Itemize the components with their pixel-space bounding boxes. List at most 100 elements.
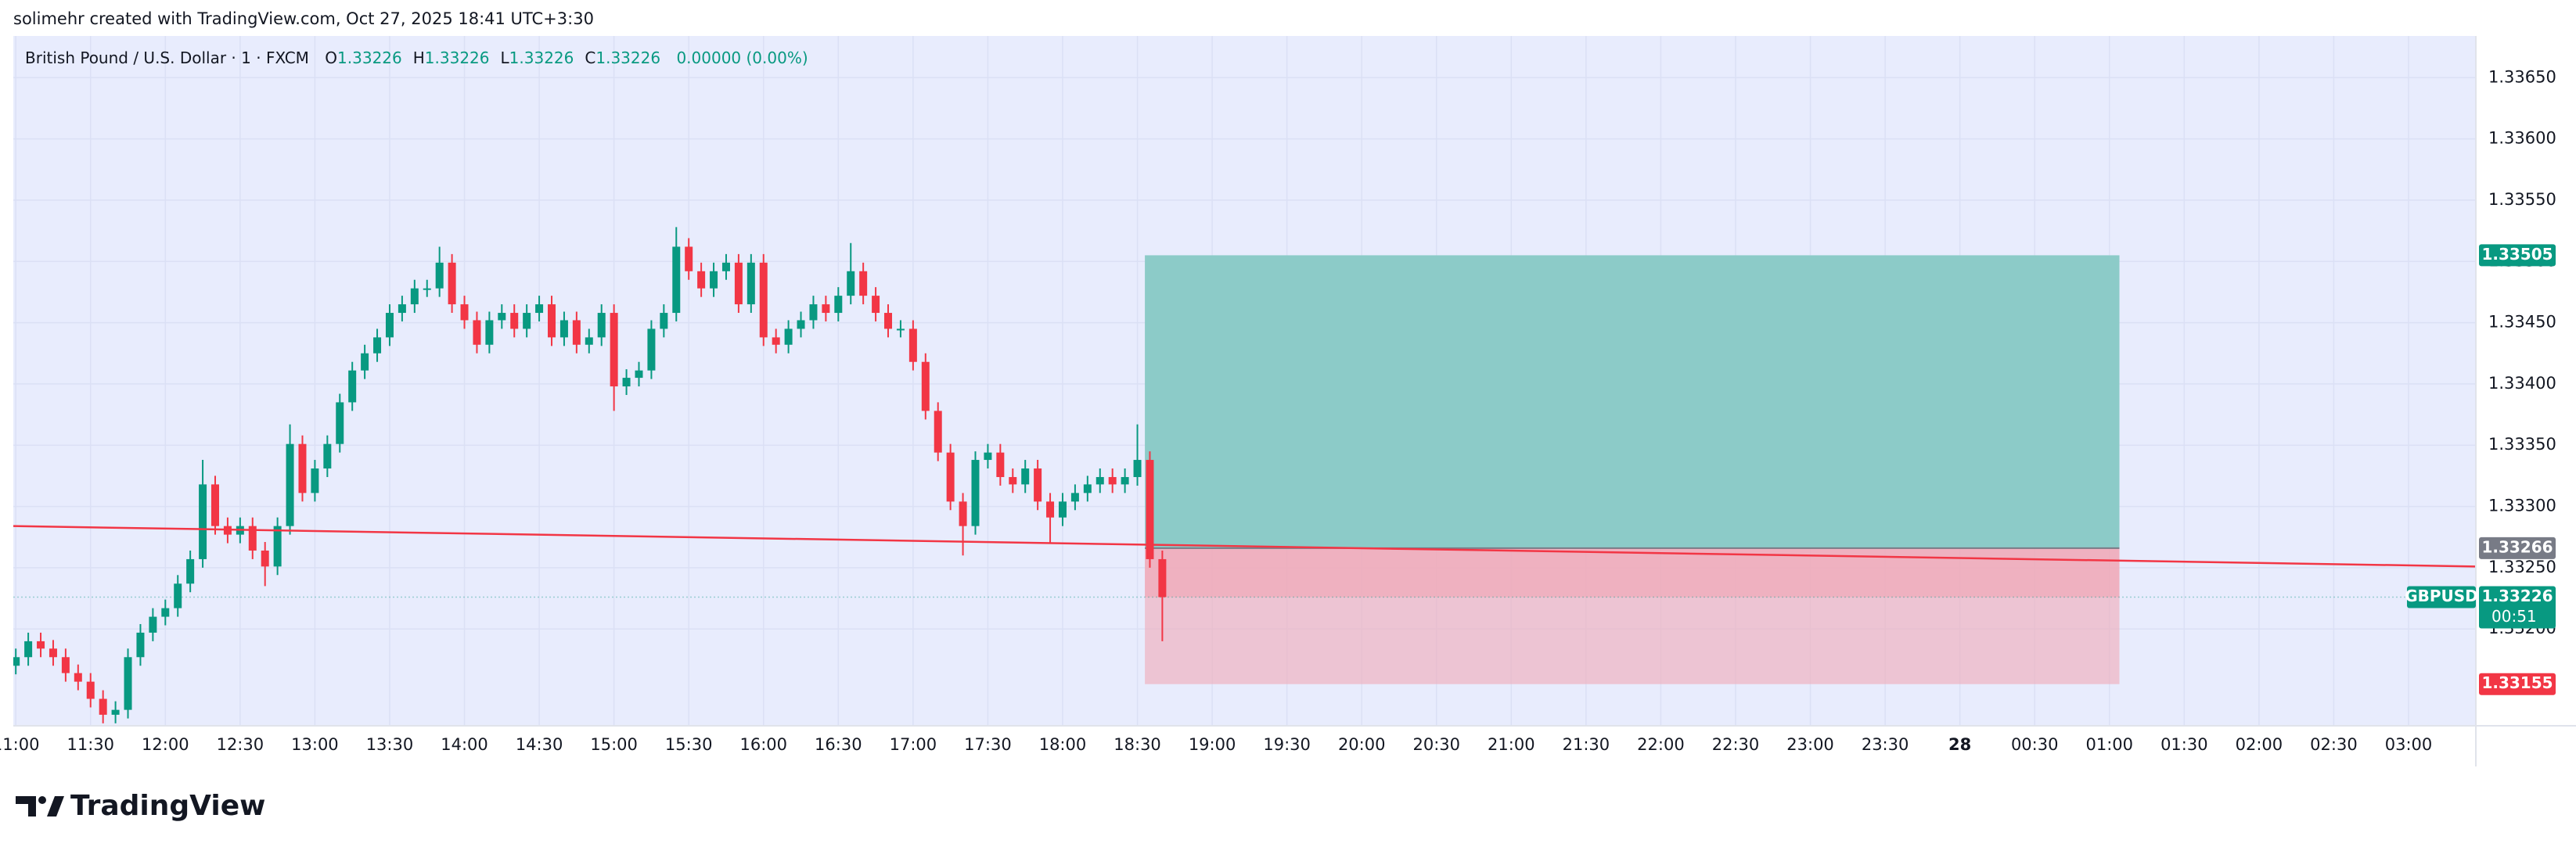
countdown: 00:51 — [2491, 607, 2537, 626]
candle-body — [1108, 476, 1117, 485]
candle-body — [74, 673, 82, 682]
candle-body — [124, 657, 132, 710]
candle-body — [548, 304, 556, 338]
y-tick-label: 1.33550 — [2488, 190, 2556, 209]
candle-body — [784, 328, 793, 345]
candle-body — [37, 641, 45, 649]
candle-body — [946, 452, 955, 502]
candle-body — [971, 460, 980, 526]
x-tick-label: 14:30 — [516, 735, 563, 754]
change: 0.00000 (0.00%) — [676, 48, 808, 67]
candle-body — [1070, 493, 1079, 502]
candle-body — [896, 328, 905, 331]
candle-body — [49, 648, 57, 658]
x-tick-label: 23:30 — [1862, 735, 1909, 754]
logo-mark — [47, 796, 64, 816]
profit-zone — [1145, 255, 2120, 548]
candle-body — [1046, 501, 1055, 518]
candle-body — [1133, 460, 1142, 477]
candle-body — [1096, 476, 1104, 485]
candle-body — [908, 328, 917, 362]
x-tick-label: 17:00 — [890, 735, 937, 754]
candle-body — [136, 632, 145, 658]
target-price-label-box — [2479, 244, 2556, 267]
logo-mark — [16, 796, 36, 816]
logo-dot — [38, 796, 46, 804]
x-tick-label: 11:00 — [0, 735, 39, 754]
candle-body — [248, 526, 257, 551]
candle-body — [298, 443, 307, 493]
x-tick-label: 21:30 — [1563, 735, 1610, 754]
candle-body — [660, 313, 668, 329]
trendline — [13, 525, 2476, 568]
y-tick-label: 1.33450 — [2488, 313, 2556, 332]
candle-body — [286, 443, 294, 526]
candle-body — [1034, 468, 1042, 502]
ohlc-value: 1.33226 — [509, 48, 574, 67]
candle-body — [485, 320, 494, 345]
x-tick-label: 16:00 — [739, 735, 787, 754]
candle-body — [161, 608, 170, 617]
stop-price-label-box — [2479, 673, 2556, 695]
candle-body — [921, 361, 930, 411]
candle-body — [186, 558, 195, 584]
x-tick-label: 19:30 — [1263, 735, 1311, 754]
candle-body — [934, 411, 942, 453]
candle-body — [597, 313, 606, 338]
symbol-label: GBPUSD — [2405, 587, 2478, 605]
x-tick-label: 20:00 — [1338, 735, 1386, 754]
ohlc: O1.33226 H1.33226 L1.33226 C1.33226 — [314, 48, 660, 67]
candle-body — [1158, 558, 1167, 598]
candle-body — [361, 353, 369, 371]
candle-body — [410, 288, 419, 305]
candle-body — [1058, 501, 1067, 518]
x-tick-label: 16:30 — [815, 735, 862, 754]
x-tick-label: 17:30 — [964, 735, 1012, 754]
x-tick-label: 22:00 — [1637, 735, 1685, 754]
candle-body — [759, 262, 768, 338]
x-tick-label: 02:00 — [2236, 735, 2283, 754]
x-tick-label: 13:00 — [291, 735, 339, 754]
candle-body — [647, 328, 656, 371]
y-tick-label: 1.33650 — [2488, 67, 2556, 86]
x-tick-label: 12:30 — [217, 735, 264, 754]
candle-body — [772, 337, 780, 345]
ohlc-value: 1.33226 — [595, 48, 661, 67]
candle-body — [809, 304, 818, 321]
brand-name: TradingView — [70, 790, 265, 822]
x-tick-label: 12:00 — [142, 735, 189, 754]
x-tick-label: 15:30 — [665, 735, 713, 754]
y-tick-label: 1.33400 — [2488, 374, 2556, 393]
candle-body — [273, 526, 282, 567]
x-tick-label: 02:30 — [2310, 735, 2358, 754]
stop-price-label: 1.33155 — [2481, 673, 2553, 692]
candle-body — [510, 313, 519, 329]
ohlc-label: O — [325, 48, 338, 67]
candle-body — [822, 304, 830, 314]
ohlc-label: L — [500, 48, 509, 67]
candle-body — [336, 402, 344, 444]
x-tick-label: 28 — [1948, 735, 1971, 754]
y-tick-label: 1.33350 — [2488, 435, 2556, 454]
candle-body — [635, 370, 643, 379]
candle-body — [13, 657, 20, 666]
candle-body — [261, 550, 269, 567]
candle-body — [721, 262, 730, 271]
candle-body — [572, 320, 581, 345]
plot — [13, 227, 2476, 723]
y-tick-label: 1.33300 — [2488, 497, 2556, 515]
candle-body — [996, 452, 1005, 477]
y-tick-label: 1.33600 — [2488, 129, 2556, 148]
candle-body — [797, 320, 805, 329]
symbol: British Pound / U.S. Dollar · 1 · FXCM — [25, 48, 309, 67]
candle-body — [323, 443, 332, 469]
candle-body — [672, 246, 681, 314]
x-tick-label: 20:30 — [1412, 735, 1460, 754]
x-tick-label: 01:00 — [2086, 735, 2134, 754]
x-tick-label: 13:30 — [366, 735, 414, 754]
loss-zone-current — [1145, 547, 2120, 598]
last-price-label: 1.33226 — [2481, 587, 2553, 605]
candle-body — [1146, 460, 1154, 559]
